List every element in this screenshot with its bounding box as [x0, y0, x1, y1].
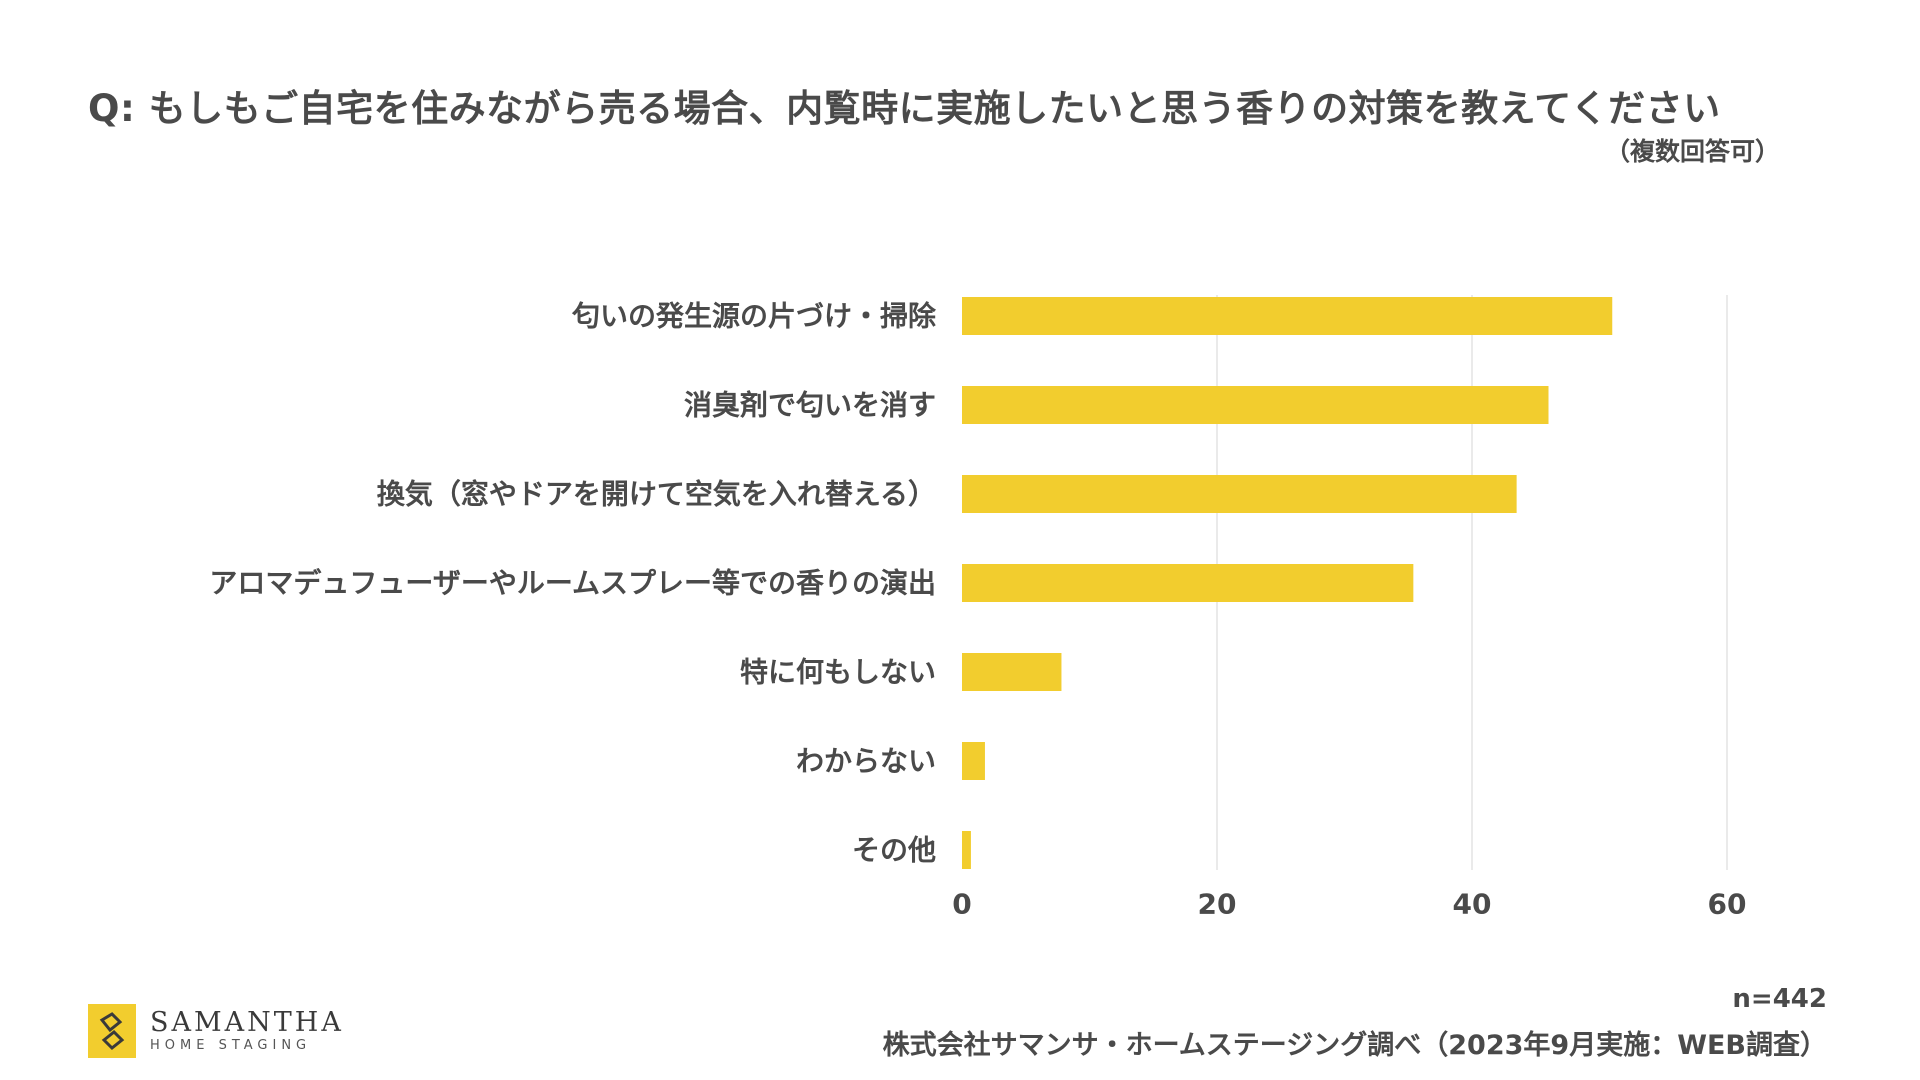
x-tick-label-60: 60 — [1708, 888, 1747, 921]
bar-0 — [962, 297, 1613, 335]
bar-4 — [962, 653, 1062, 691]
logo-mark-icon — [88, 1004, 136, 1058]
company-logo: SAMANTHA HOME STAGING — [88, 1004, 344, 1058]
bar-1 — [962, 386, 1549, 424]
source-note: 株式会社サマンサ・ホームステージング調べ（2023年9月実施：WEB調査） — [882, 1030, 1827, 1061]
sample-size-label: n=442 — [1732, 984, 1827, 1014]
bar-6 — [962, 831, 971, 869]
x-tick-label-40: 40 — [1453, 888, 1492, 921]
logo-tagline: HOME STAGING — [150, 1038, 312, 1053]
category-label-1: 消臭剤で匂いを消す — [684, 389, 936, 422]
chart-subtitle: （複数回答可） — [1604, 137, 1780, 166]
category-label-3: アロマデュフューザーやルームスプレー等での香りの演出 — [209, 567, 936, 600]
bar-5 — [962, 742, 985, 780]
bar-chart: 匂いの発生源の片づけ・掃除消臭剤で匂いを消す換気（窓やドアを開けて空気を入れ替え… — [209, 295, 1747, 921]
category-label-6: その他 — [852, 834, 936, 867]
logo-name: SAMANTHA — [150, 1007, 344, 1038]
category-label-4: 特に何もしない — [740, 656, 936, 689]
chart-title: Q: もしもご自宅を住みながら売る場合、内覧時に実施したいと思う香りの対策を教え… — [88, 87, 1721, 130]
x-tick-label-0: 0 — [952, 888, 971, 921]
bar-2 — [962, 475, 1517, 513]
x-tick-label-20: 20 — [1198, 888, 1237, 921]
bar-3 — [962, 564, 1414, 602]
category-label-5: わからない — [796, 745, 936, 778]
category-label-2: 換気（窓やドアを開けて空気を入れ替える） — [377, 478, 936, 511]
category-label-0: 匂いの発生源の片づけ・掃除 — [571, 300, 937, 333]
